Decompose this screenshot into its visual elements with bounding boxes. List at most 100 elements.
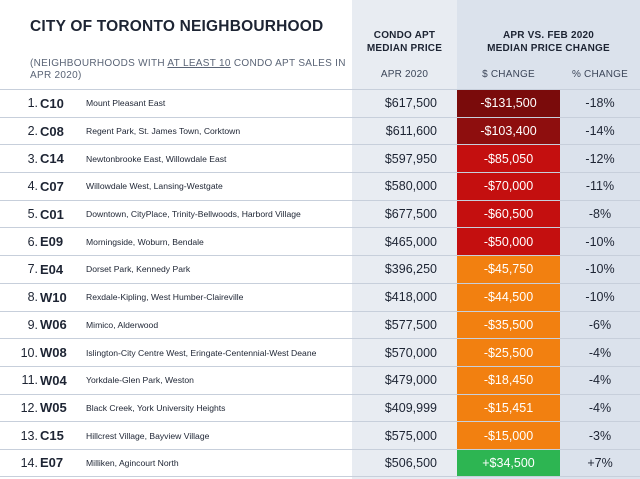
percent-change-cell: -12% (585, 151, 615, 166)
median-price-cell: $577,500 (384, 317, 437, 332)
rank-cell: 14. (20, 455, 38, 470)
rank-cell: 4. (27, 179, 38, 194)
neighbourhood-name-cell: Rexdale-Kipling, West Humber-Claireville (86, 292, 244, 303)
neighbourhood-name-cell: Dorset Park, Kennedy Park (86, 264, 191, 275)
median-price-cell: $409,999 (384, 400, 437, 415)
dollar-change-cell: -$85,050 (457, 145, 560, 173)
median-price-cell: $479,000 (384, 373, 437, 388)
table-row: 11. W04 Yorkdale-Glen Park, Weston $479,000… (0, 365, 640, 394)
rank-cell: 13. (20, 428, 38, 443)
dollar-change-cell: -$18,450 (457, 366, 560, 394)
neighbourhood-name-cell: Newtonbrooke East, Willowdale East (86, 153, 227, 164)
percent-change-cell: -3% (588, 428, 612, 443)
median-price-cell: $580,000 (384, 179, 437, 194)
dollar-change-cell: +$34,500 (457, 449, 560, 476)
dollar-change-cell: -$15,451 (457, 394, 560, 422)
rank-cell: 3. (27, 151, 38, 166)
percent-change-subheader: % CHANGE (571, 69, 629, 80)
median-price-cell: $465,000 (384, 234, 437, 249)
rank-cell: 6. (27, 234, 38, 249)
dollar-change-cell: -$103,400 (457, 117, 560, 145)
median-price-cell: $611,600 (385, 124, 437, 139)
district-code-cell: C01 (40, 206, 64, 222)
table-row: 13. C15 Hillcrest Village, Bayview Village… (0, 421, 640, 449)
percent-change-cell: -6% (588, 317, 612, 332)
district-code-cell: E09 (40, 234, 64, 250)
table-title: CITY OF TORONTO NEIGHBOURHOOD (30, 18, 324, 35)
price-column-background (352, 0, 457, 479)
percent-change-cell: -18% (585, 96, 615, 111)
median-price-cell: $570,000 (384, 345, 437, 360)
dollar-change-cell: -$25,500 (457, 339, 560, 366)
neighbourhood-name-cell: Mount Pleasant East (86, 98, 166, 109)
district-code-cell: E04 (40, 261, 64, 277)
rank-cell: 2. (27, 124, 38, 139)
dollar-change-cell: -$35,500 (457, 311, 560, 339)
rank-cell: 12. (20, 400, 38, 415)
rank-cell: 5. (27, 207, 38, 222)
dollar-change-cell: -$15,000 (457, 422, 560, 449)
district-code-cell: C07 (40, 178, 64, 194)
percent-change-cell: -11% (585, 179, 615, 194)
apr-2020-subheader: APR 2020 (380, 69, 429, 80)
dollar-change-cell: -$44,500 (457, 283, 560, 311)
rank-cell: 1. (27, 96, 38, 111)
percent-change-cell: -10% (585, 262, 615, 277)
neighbourhood-name-cell: Milliken, Agincourt North (86, 457, 179, 468)
neighbourhood-name-cell: Hillcrest Village, Bayview Village (86, 430, 210, 441)
dollar-change-cell: -$60,500 (457, 200, 560, 228)
district-code-cell: W04 (40, 372, 67, 388)
table-row: 8. W10 Rexdale-Kipling, West Humber-Claire… (0, 282, 640, 311)
district-code-cell: W05 (40, 400, 67, 416)
subtitle-emphasis: AT LEAST 10 (167, 58, 231, 69)
dollar-change-subheader: $ CHANGE (482, 69, 535, 80)
percent-change-cell: -8% (588, 207, 612, 222)
neighbourhood-name-cell: Morningside, Woburn, Bendale (86, 236, 204, 247)
median-price-cell: $597,950 (384, 151, 437, 166)
dollar-change-cell: -$45,750 (457, 256, 560, 283)
neighbourhood-name-cell: Regent Park, St. James Town, Corktown (86, 126, 241, 137)
district-code-cell: C14 (40, 151, 64, 167)
percent-change-cell: +7% (587, 455, 613, 470)
dollar-change-cell: -$50,000 (457, 228, 560, 256)
percent-change-cell: -14% (585, 124, 615, 139)
median-price-cell: $506,500 (384, 455, 437, 470)
table-row: 9. W06 Mimico, Alderwood $577,500 -$35,500 -6… (0, 310, 640, 339)
median-price-cell: $575,000 (384, 428, 437, 443)
median-price-cell: $677,500 (384, 207, 437, 222)
neighbourhood-name-cell: Islington-City Centre West, Eringate-Cen… (86, 347, 317, 358)
table-row: 7. E04 Dorset Park, Kennedy Park $396,250 -$… (0, 255, 640, 283)
table-row: 10. W08 Islington-City Centre West, Eringa… (0, 338, 640, 366)
rank-cell: 11. (21, 373, 38, 388)
dollar-change-cell: -$70,000 (457, 173, 560, 200)
district-code-cell: W08 (40, 345, 67, 361)
rank-cell: 9. (27, 317, 38, 332)
neighbourhood-name-cell: Black Creek, York University Heights (86, 402, 226, 413)
percent-change-cell: -4% (588, 400, 612, 415)
table-row: 2. C08 Regent Park, St. James Town, Corkto… (0, 116, 640, 145)
rank-cell: 10. (20, 345, 38, 360)
neighbourhood-name-cell: Yorkdale-Glen Park, Weston (86, 375, 194, 386)
dollar-change-cell: -$131,500 (457, 90, 560, 117)
table-row: 4. C07 Willowdale West, Lansing-Westgate $5… (0, 172, 640, 200)
table-row: 3. C14 Newtonbrooke East, Willowdale East $… (0, 144, 640, 173)
neighbourhood-name-cell: Willowdale West, Lansing-Westgate (86, 181, 223, 192)
district-code-cell: C10 (40, 95, 64, 111)
district-code-cell: E07 (40, 455, 64, 471)
percent-change-cell: -4% (588, 345, 612, 360)
district-code-cell: C08 (40, 123, 64, 139)
price-column-header: CONDO APT MEDIAN PRICE (366, 30, 443, 54)
table-row: 12. W05 Black Creek, York University Heigh… (0, 393, 640, 422)
percent-change-cell: -10% (585, 290, 615, 305)
median-price-cell: $396,250 (384, 262, 437, 277)
table-row: 1. C10 Mount Pleasant East $617,500 -$131,50… (0, 89, 640, 117)
rank-cell: 8. (27, 290, 38, 305)
table-subtitle: (NEIGHBOURHOODS WITH AT LEAST 10 CONDO A… (30, 58, 346, 81)
table-row: 5. C01 Downtown, CityPlace, Trinity-Bellwo… (0, 199, 640, 228)
percent-change-cell: -10% (585, 234, 615, 249)
median-price-cell: $418,000 (384, 290, 437, 305)
neighbourhood-name-cell: Downtown, CityPlace, Trinity-Bellwoods, … (86, 209, 301, 220)
change-column-header: APR VS. FEB 2020 MEDIAN PRICE CHANGE (487, 30, 610, 54)
district-code-cell: W06 (40, 317, 67, 333)
